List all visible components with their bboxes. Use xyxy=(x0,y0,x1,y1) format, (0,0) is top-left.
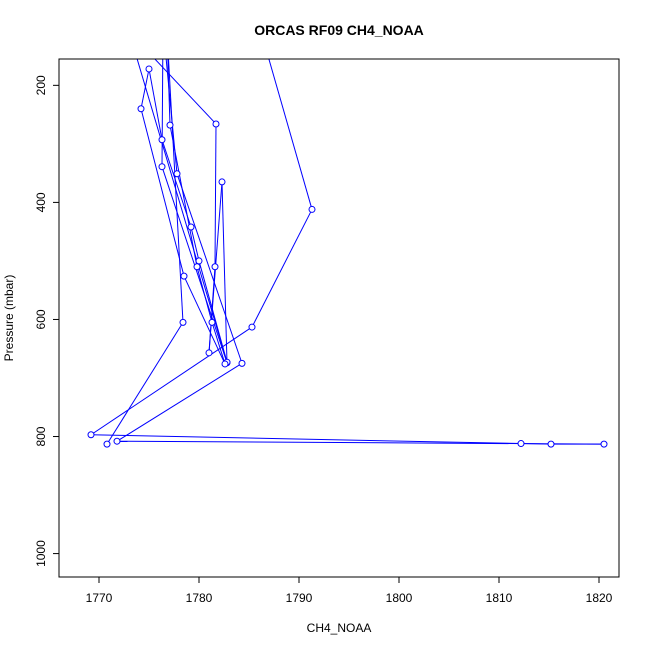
data-point xyxy=(137,105,145,113)
data-point xyxy=(308,205,316,213)
data-point xyxy=(205,349,213,357)
x-tick-label: 1800 xyxy=(386,591,413,605)
y-tick-label: 600 xyxy=(34,309,48,329)
series-line-segment xyxy=(167,59,171,126)
series-line-segment xyxy=(190,226,200,262)
series-line-segment xyxy=(183,275,226,365)
data-point xyxy=(126,28,132,34)
x-tick-label: 1790 xyxy=(286,591,313,605)
series-lines xyxy=(90,59,605,445)
data-point xyxy=(218,178,226,186)
series-line-segment xyxy=(168,59,184,323)
data-point xyxy=(248,323,256,331)
series-line-segment xyxy=(140,108,185,277)
series-line-segment xyxy=(154,59,217,125)
series-line-segment xyxy=(116,440,605,445)
data-point xyxy=(238,359,246,367)
y-tick-label: 1000 xyxy=(34,540,48,567)
x-tick-label: 1770 xyxy=(86,591,113,605)
x-tick-label: 1780 xyxy=(186,591,213,605)
series-line-segment xyxy=(196,266,213,323)
y-axis: 200 400 600 800 1000 xyxy=(34,75,60,567)
data-point xyxy=(221,360,229,368)
y-axis-label: Pressure (mbar) xyxy=(2,275,16,362)
data-point xyxy=(212,120,220,128)
data-point xyxy=(145,65,153,73)
data-point xyxy=(164,28,170,34)
series-line-segment xyxy=(90,326,253,436)
series-line-segment xyxy=(198,260,228,363)
series-line-segment xyxy=(116,362,243,442)
series-line-segment xyxy=(211,322,226,365)
series-line-segment xyxy=(140,68,150,109)
data-point xyxy=(113,437,121,445)
x-axis: 1770 1780 1790 1800 1810 1820 xyxy=(86,576,613,605)
series-line-segment xyxy=(90,434,522,445)
series-line-segment xyxy=(148,68,163,140)
data-point xyxy=(103,440,111,448)
series-line-segment xyxy=(176,173,243,364)
plot-area xyxy=(87,23,608,448)
series-line-segment xyxy=(214,123,217,267)
data-point xyxy=(87,431,95,439)
y-tick-label: 200 xyxy=(34,75,48,95)
series-line-segment xyxy=(221,181,228,363)
x-tick-label: 1820 xyxy=(586,591,613,605)
data-point xyxy=(158,136,166,144)
data-point xyxy=(187,223,195,231)
x-axis-label: CH4_NOAA xyxy=(307,621,372,635)
chart-title: ORCAS RF09 CH4_NOAA xyxy=(254,22,424,38)
series-line-segment xyxy=(136,59,228,363)
data-point xyxy=(195,257,203,265)
data-point xyxy=(160,23,166,29)
data-point xyxy=(193,263,201,271)
data-point xyxy=(180,272,188,280)
data-point xyxy=(179,318,187,326)
series-line-segment xyxy=(169,125,198,267)
series-line-segment xyxy=(268,59,313,210)
data-point xyxy=(166,121,174,129)
series-points xyxy=(87,23,608,448)
data-point xyxy=(211,263,219,271)
data-point xyxy=(600,440,608,448)
plot-frame xyxy=(58,58,620,578)
y-tick-label: 800 xyxy=(34,426,48,446)
data-point xyxy=(517,440,525,448)
x-tick-label: 1810 xyxy=(486,591,513,605)
series-line-segment xyxy=(106,322,184,445)
data-point xyxy=(547,440,555,448)
data-point xyxy=(158,163,166,171)
data-point xyxy=(173,170,181,178)
y-tick-label: 400 xyxy=(34,192,48,212)
series-line-segment xyxy=(251,209,313,328)
data-point xyxy=(208,318,216,326)
